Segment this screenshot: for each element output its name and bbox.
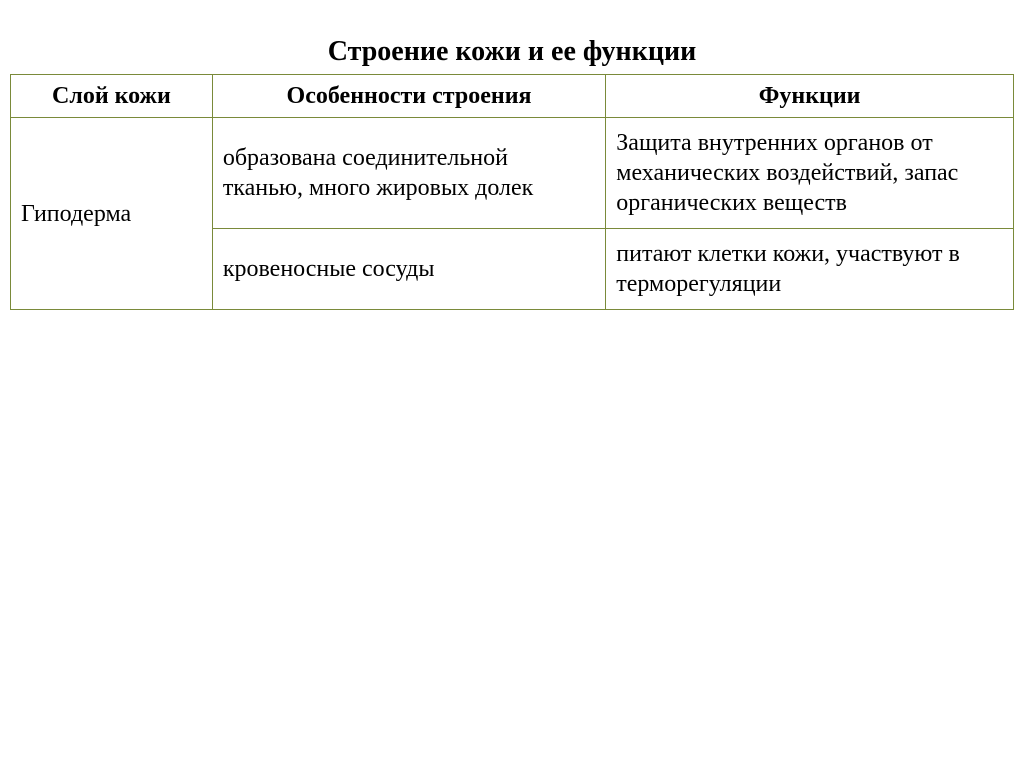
col-header-function: Функции bbox=[606, 75, 1014, 118]
skin-table: Слой кожи Особенности строения Функции Г… bbox=[10, 74, 1014, 310]
table-header-row: Слой кожи Особенности строения Функции bbox=[11, 75, 1014, 118]
col-header-layer: Слой кожи bbox=[11, 75, 213, 118]
cell-structure: образована соединительной тканью, много … bbox=[212, 118, 605, 229]
cell-structure: кровеносные сосуды bbox=[212, 229, 605, 310]
col-header-structure: Особенности строения bbox=[212, 75, 605, 118]
table-row: Гиподерма образована соединительной ткан… bbox=[11, 118, 1014, 229]
page-title: Строение кожи и ее функции bbox=[0, 36, 1024, 68]
cell-layer: Гиподерма bbox=[11, 118, 213, 310]
cell-function: питают клетки кожи, участвуют в терморег… bbox=[606, 229, 1014, 310]
cell-function: Защита внутренних органов от механически… bbox=[606, 118, 1014, 229]
page: Строение кожи и ее функции Слой кожи Осо… bbox=[0, 0, 1024, 767]
